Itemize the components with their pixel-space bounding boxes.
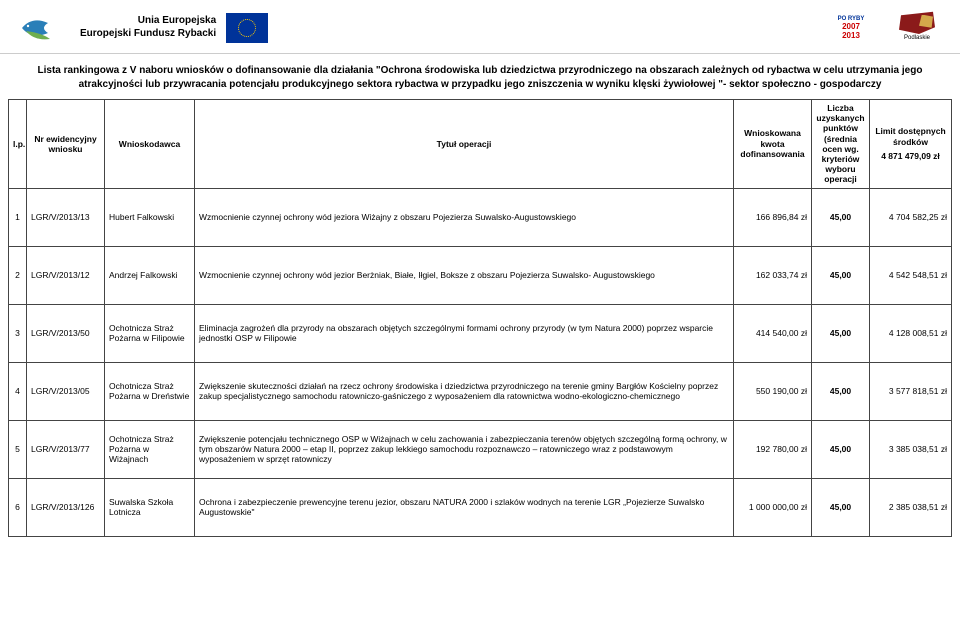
table-row: 6LGR/V/2013/126Suwalska Szkoła LotniczaO… [9, 478, 952, 536]
cell-tytul: Ochrona i zabezpieczenie prewencyjne ter… [195, 478, 734, 536]
podlaskie-shape-icon [897, 11, 937, 35]
cell-kwota: 550 190,00 zł [734, 362, 812, 420]
cell-limit: 4 704 582,25 zł [870, 188, 952, 246]
cell-kwota: 1 000 000,00 zł [734, 478, 812, 536]
eu-flag-icon [226, 13, 268, 43]
cell-limit: 2 385 038,51 zł [870, 478, 952, 536]
cell-punkty: 45,00 [812, 188, 870, 246]
po-ryby-logo: PO RYBY 20072013 [828, 9, 874, 47]
cell-nr: LGR/V/2013/13 [27, 188, 105, 246]
table-row: 2LGR/V/2013/12Andrzej FalkowskiWzmocnien… [9, 246, 952, 304]
ryby-years: 20072013 [842, 22, 860, 40]
page-title: Lista rankingowa z V naboru wniosków o d… [0, 54, 960, 95]
cell-punkty: 45,00 [812, 420, 870, 478]
cell-kwota: 414 540,00 zł [734, 304, 812, 362]
cell-tytul: Wzmocnienie czynnej ochrony wód jezior B… [195, 246, 734, 304]
header-right: PO RYBY 20072013 Podlaskie [828, 9, 946, 47]
header-left: Unia Europejska Europejski Fundusz Rybac… [14, 9, 268, 47]
eu-fund-label: Unia Europejska Europejski Fundusz Rybac… [80, 15, 216, 40]
col-punkty: Liczba uzyskanych punktów (średnia ocen … [812, 100, 870, 189]
cell-tytul: Zwiększenie skuteczności działań na rzec… [195, 362, 734, 420]
podlaskie-label: Podlaskie [904, 35, 930, 41]
cell-tytul: Eliminacja zagrożeń dla przyrody na obsz… [195, 304, 734, 362]
podlaskie-logo: Podlaskie [888, 11, 946, 45]
cell-nr: LGR/V/2013/50 [27, 304, 105, 362]
cell-wnioskodawca: Suwalska Szkoła Lotnicza [105, 478, 195, 536]
table-row: 3LGR/V/2013/50Ochotnicza Straż Pożarna w… [9, 304, 952, 362]
cell-lp: 2 [9, 246, 27, 304]
fish-icon [20, 13, 64, 43]
cell-wnioskodawca: Ochotnicza Straż Pożarna w Filipowie [105, 304, 195, 362]
cell-limit: 4 542 548,51 zł [870, 246, 952, 304]
cell-punkty: 45,00 [812, 362, 870, 420]
lgr-logo [14, 9, 70, 47]
cell-kwota: 166 896,84 zł [734, 188, 812, 246]
cell-tytul: Zwiększenie potencjału technicznego OSP … [195, 420, 734, 478]
col-limit: Limit dostępnych środków 4 871 479,09 zł [870, 100, 952, 189]
cell-wnioskodawca: Ochotnicza Straż Pożarna w Wiżajnach [105, 420, 195, 478]
cell-limit: 4 128 008,51 zł [870, 304, 952, 362]
cell-punkty: 45,00 [812, 246, 870, 304]
cell-nr: LGR/V/2013/77 [27, 420, 105, 478]
cell-wnioskodawca: Andrzej Falkowski [105, 246, 195, 304]
cell-lp: 3 [9, 304, 27, 362]
col-kwota: Wnioskowana kwota dofinansowania [734, 100, 812, 189]
cell-limit: 3 385 038,51 zł [870, 420, 952, 478]
table-row: 4LGR/V/2013/05Ochotnicza Straż Pożarna w… [9, 362, 952, 420]
cell-nr: LGR/V/2013/126 [27, 478, 105, 536]
col-wnioskodawca: Wnioskodawca [105, 100, 195, 189]
limit-label: Limit dostępnych środków [874, 126, 947, 146]
table-body: 1LGR/V/2013/13Hubert FalkowskiWzmocnieni… [9, 188, 952, 536]
col-tytul: Tytuł operacji [195, 100, 734, 189]
cell-lp: 1 [9, 188, 27, 246]
table-row: 5LGR/V/2013/77Ochotnicza Straż Pożarna w… [9, 420, 952, 478]
col-lp: l.p. [9, 100, 27, 189]
cell-tytul: Wzmocnienie czynnej ochrony wód jeziora … [195, 188, 734, 246]
cell-nr: LGR/V/2013/12 [27, 246, 105, 304]
ranking-table: l.p. Nr ewidencyjny wniosku Wnioskodawca… [8, 99, 952, 537]
cell-nr: LGR/V/2013/05 [27, 362, 105, 420]
col-nr: Nr ewidencyjny wniosku [27, 100, 105, 189]
cell-punkty: 45,00 [812, 304, 870, 362]
cell-limit: 3 577 818,51 zł [870, 362, 952, 420]
limit-total: 4 871 479,09 zł [874, 151, 947, 161]
cell-wnioskodawca: Hubert Falkowski [105, 188, 195, 246]
cell-kwota: 162 033,74 zł [734, 246, 812, 304]
cell-lp: 5 [9, 420, 27, 478]
cell-lp: 4 [9, 362, 27, 420]
cell-lp: 6 [9, 478, 27, 536]
cell-wnioskodawca: Ochotnicza Straż Pożarna w Dreństwie [105, 362, 195, 420]
cell-punkty: 45,00 [812, 478, 870, 536]
table-header-row: l.p. Nr ewidencyjny wniosku Wnioskodawca… [9, 100, 952, 189]
table-row: 1LGR/V/2013/13Hubert FalkowskiWzmocnieni… [9, 188, 952, 246]
header-bar: Unia Europejska Europejski Fundusz Rybac… [0, 0, 960, 54]
cell-kwota: 192 780,00 zł [734, 420, 812, 478]
eu-line1: Unia Europejska [80, 15, 216, 28]
eu-line2: Europejski Fundusz Rybacki [80, 28, 216, 41]
